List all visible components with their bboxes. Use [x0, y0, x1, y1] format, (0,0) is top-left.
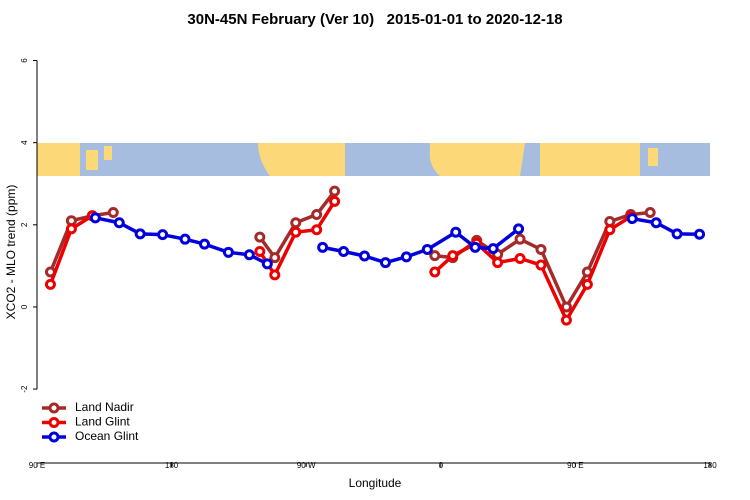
point [317, 241, 329, 253]
point [222, 246, 234, 258]
x-tick-label: 90 E [567, 461, 583, 470]
point [157, 229, 169, 241]
point [65, 223, 77, 235]
point [514, 252, 526, 264]
y-tick-label: 4 [20, 140, 29, 145]
point [290, 226, 302, 238]
point [421, 243, 433, 255]
point [329, 195, 341, 207]
point [359, 250, 371, 262]
point [581, 278, 593, 290]
series-line [48, 210, 114, 273]
x-tick-label: 90 E [29, 461, 45, 470]
legend-label: Land Nadir [75, 400, 134, 414]
point [89, 212, 101, 224]
map-strip [37, 143, 710, 176]
y-tick-label: 6 [20, 58, 29, 63]
point [113, 217, 125, 229]
legend-marker [48, 402, 60, 414]
point [694, 228, 706, 240]
point [604, 224, 616, 236]
point [254, 246, 266, 257]
point [379, 257, 391, 269]
point [626, 213, 638, 225]
point [338, 246, 350, 257]
point [560, 301, 572, 313]
point [450, 226, 462, 238]
series-line [631, 216, 700, 237]
point [254, 231, 266, 243]
x-tick-label: 180 [165, 461, 179, 470]
point [179, 233, 191, 245]
legend-label: Land Glint [75, 415, 130, 429]
point [311, 209, 323, 221]
y-tick-label: -2 [20, 385, 29, 393]
x-tick-label: 0 [439, 461, 444, 470]
point [492, 257, 504, 269]
point [514, 233, 526, 245]
point [329, 185, 341, 197]
legend-label: Ocean Glint [75, 429, 139, 443]
x-tick-label: 180 [703, 461, 717, 470]
point [644, 206, 656, 218]
legend-marker [48, 431, 60, 443]
point [107, 206, 119, 218]
point [261, 258, 273, 270]
point [400, 251, 412, 263]
x-axis-label: Longitude [349, 476, 402, 490]
y-tick-label: 0 [20, 304, 29, 309]
point [429, 250, 441, 262]
point [513, 223, 525, 235]
legend-marker [48, 417, 60, 428]
point [134, 228, 146, 240]
point [487, 243, 499, 255]
point [650, 217, 662, 229]
point [469, 241, 481, 253]
point [671, 228, 683, 240]
x-tick-label: 90 W [297, 461, 316, 470]
point [269, 269, 281, 281]
chart-title: 30N-45N February (Ver 10) 2015-01-01 to … [187, 11, 562, 28]
series-line [322, 227, 520, 265]
point [199, 238, 211, 250]
point [535, 243, 547, 255]
point [44, 278, 56, 290]
point [560, 314, 572, 326]
series-line [433, 215, 632, 322]
point [290, 217, 302, 229]
point [311, 224, 323, 236]
point [429, 266, 441, 278]
y-tick-label: 2 [20, 222, 29, 227]
point [269, 252, 281, 264]
point [447, 250, 459, 262]
point [243, 249, 255, 261]
y-axis-label: XCO2 - MLO trend (ppm) [4, 185, 18, 320]
point [535, 259, 547, 271]
